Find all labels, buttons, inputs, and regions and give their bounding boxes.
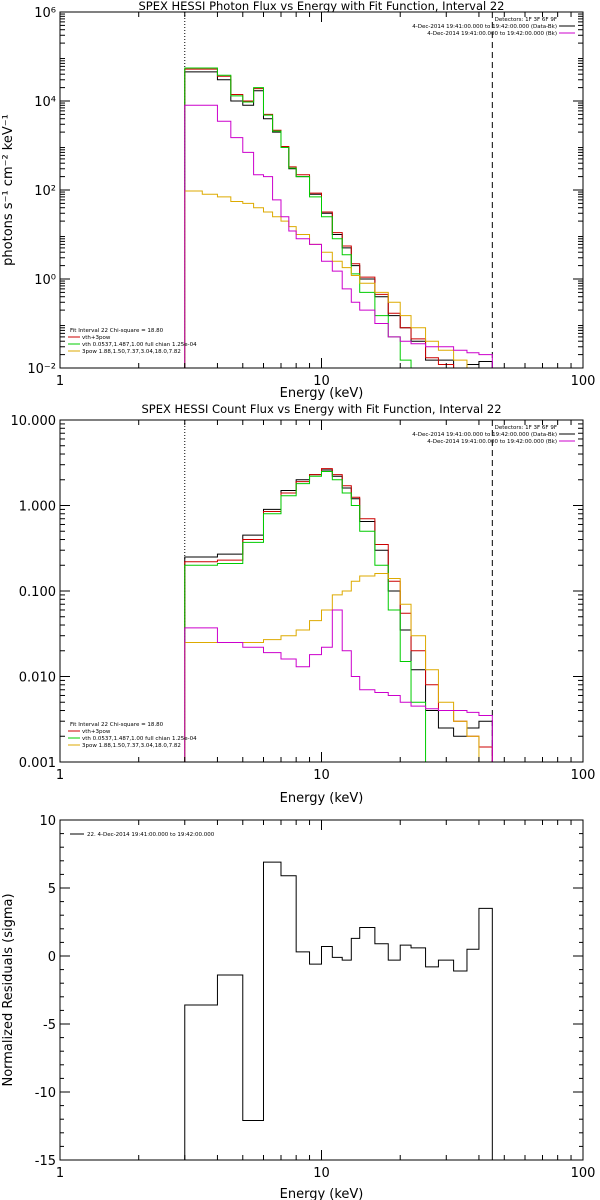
y-tick-label: 10⁴ bbox=[34, 95, 56, 110]
legend-text: 3pow 1.88,1.50,7.37,3.04,18.0,7.82 bbox=[82, 743, 181, 749]
x-tick-label: 1 bbox=[56, 374, 64, 389]
series-group bbox=[184, 468, 493, 762]
legend-text: 4-Dec-2014 19:41:00.000 to 19:42:00.000 … bbox=[427, 31, 557, 37]
legend-text: vth 0.0537,1.487,1.00 full chian 1.25e-0… bbox=[82, 736, 197, 742]
y-tick-label: -15 bbox=[35, 1154, 56, 1169]
chart-panel-2: SPEX HESSI Count Flux vs Energy with Fit… bbox=[11, 402, 596, 806]
legend-text: 4-Dec-2014 19:41:00.000 to 19:42:00.000 … bbox=[412, 24, 557, 30]
legend-text: Detectors: 1F 3F 6F 9F bbox=[495, 17, 557, 23]
chart-panel-1: SPEX HESSI Photon Flux vs Energy with Fi… bbox=[1, 0, 596, 401]
y-tick-label: 10⁻² bbox=[27, 362, 56, 377]
plot-frame bbox=[59, 11, 584, 369]
x-axis-label: Energy (keV) bbox=[280, 1187, 364, 1200]
x-axis-label: Energy (keV) bbox=[280, 386, 364, 401]
x-tick-label: 10 bbox=[313, 374, 330, 389]
y-tick-label: 10² bbox=[34, 184, 56, 199]
y-tick-label: 10 bbox=[39, 814, 56, 829]
series-line-bk bbox=[184, 104, 493, 368]
series-line-3pow bbox=[184, 190, 480, 368]
y-axis-label: Normalized Residuals (sigma) bbox=[1, 893, 16, 1086]
y-tick-label: 5 bbox=[48, 882, 56, 897]
legend-text: Fit Interval 22 Chi-square = 18.80 bbox=[70, 722, 164, 728]
y-tick-label: -5 bbox=[43, 1018, 56, 1033]
x-tick-label: 100 bbox=[571, 374, 596, 389]
legend-text: 4-Dec-2014 19:41:00.000 to 19:42:00.000 … bbox=[412, 432, 557, 438]
series-line-vth-3pow bbox=[184, 468, 493, 762]
x-tick-label: 100 bbox=[571, 768, 596, 783]
x-tick-label: 10 bbox=[313, 768, 330, 783]
series-group bbox=[184, 67, 493, 368]
y-tick-label: 1.000 bbox=[19, 500, 56, 515]
chart-title: SPEX HESSI Photon Flux vs Energy with Fi… bbox=[138, 0, 504, 13]
legend-text: 3pow 1.88,1.50,7.37,3.04,18.0,7.82 bbox=[82, 349, 181, 355]
y-axis-label: photons s⁻¹ cm⁻² keV⁻¹ bbox=[1, 114, 16, 266]
series-line-bk bbox=[184, 609, 493, 762]
x-tick-label: 10 bbox=[313, 1166, 330, 1181]
legend-text: 4-Dec-2014 19:41:00.000 to 19:42:00.000 … bbox=[427, 439, 557, 445]
y-tick-label: 10⁰ bbox=[34, 273, 56, 288]
y-tick-label: 0.001 bbox=[19, 756, 56, 771]
y-tick-label: 10.000 bbox=[11, 414, 57, 429]
legend-text: Detectors: 1F 3F 6F 9F bbox=[495, 425, 557, 431]
chart-panel-3: 1 10 100 -15 -10 -5 0 5 10 Energy (keV) Normalized… bbox=[1, 814, 595, 1200]
y-tick-label: 0.010 bbox=[19, 671, 56, 686]
plot-frame bbox=[59, 819, 584, 1161]
series-group bbox=[184, 861, 493, 1160]
y-tick-label: -10 bbox=[35, 1086, 56, 1101]
series-line-vth-3pow bbox=[184, 68, 480, 368]
chart-title: SPEX HESSI Count Flux vs Energy with Fit… bbox=[141, 402, 501, 416]
x-tick-label: 1 bbox=[56, 768, 64, 783]
legend-text: vth+3pow bbox=[82, 729, 111, 735]
legend-text: Fit Interval 22 Chi-square = 18.80 bbox=[70, 328, 164, 334]
series-line-vth bbox=[184, 470, 493, 762]
legend-text: 22. 4-Dec-2014 19:41:00.000 to 19:42:00.… bbox=[87, 832, 215, 838]
y-tick-label: 0 bbox=[48, 950, 56, 965]
series-line-vth bbox=[184, 67, 412, 368]
series-line-3pow bbox=[184, 573, 493, 762]
legend-text: vth 0.0537,1.487,1.00 full chian 1.25e-0… bbox=[82, 342, 197, 348]
series-line-data-bk bbox=[184, 469, 493, 762]
legend-text: vth+3pow bbox=[82, 335, 111, 341]
x-tick-label: 1 bbox=[56, 1166, 64, 1181]
series-line-data-bk bbox=[184, 71, 493, 368]
series-line-22 bbox=[184, 861, 493, 1160]
y-tick-label: 0.100 bbox=[19, 585, 56, 600]
x-axis-label: Energy (keV) bbox=[280, 791, 364, 806]
y-tick-label: 10⁶ bbox=[34, 6, 56, 21]
x-tick-label: 100 bbox=[571, 1166, 596, 1181]
